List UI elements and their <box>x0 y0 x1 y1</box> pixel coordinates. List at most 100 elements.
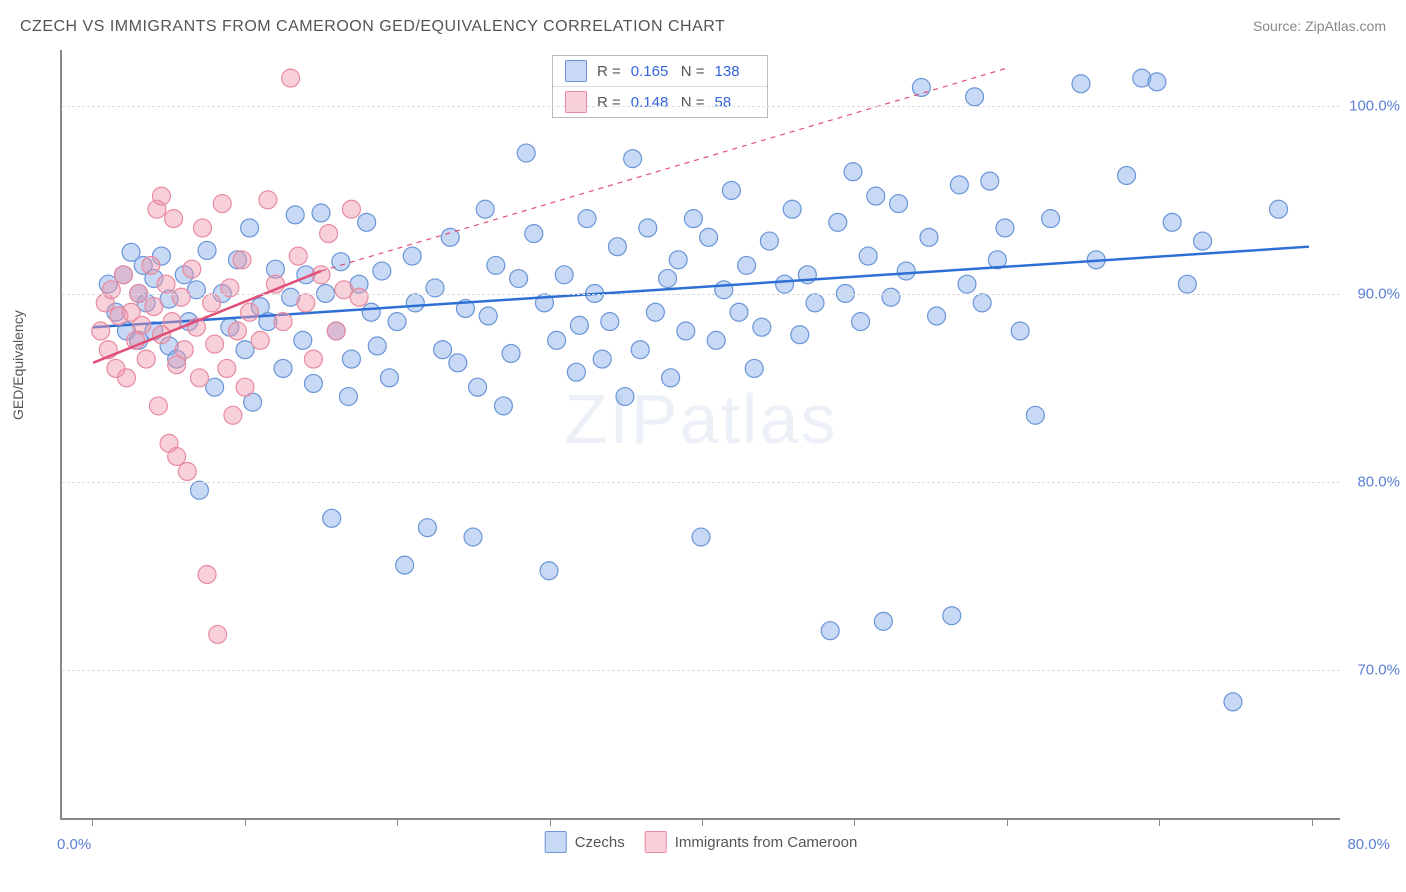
data-point <box>449 354 467 372</box>
data-point <box>1194 232 1212 250</box>
data-point <box>259 191 277 209</box>
data-point <box>882 288 900 306</box>
data-point <box>251 331 269 349</box>
y-tick-label: 90.0% <box>1357 286 1400 303</box>
swatch-czechs <box>565 60 587 82</box>
data-point <box>753 318 771 336</box>
gridline-h <box>62 106 1340 107</box>
data-point <box>608 238 626 256</box>
data-point <box>806 294 824 312</box>
data-point <box>540 562 558 580</box>
data-point <box>175 341 193 359</box>
legend-item-czechs: Czechs <box>545 831 625 853</box>
data-point <box>209 625 227 643</box>
data-point <box>312 204 330 222</box>
data-point <box>669 251 687 269</box>
data-point <box>434 341 452 359</box>
data-point <box>950 176 968 194</box>
data-point <box>183 260 201 278</box>
data-point <box>362 303 380 321</box>
x-tick <box>1007 818 1008 826</box>
data-point <box>294 331 312 349</box>
data-point <box>350 288 368 306</box>
data-point <box>829 213 847 231</box>
data-point <box>1270 200 1288 218</box>
data-point <box>510 270 528 288</box>
data-point <box>912 78 930 96</box>
data-point <box>157 275 175 293</box>
data-point <box>133 316 151 334</box>
data-point <box>165 210 183 228</box>
data-point <box>152 187 170 205</box>
data-point <box>920 228 938 246</box>
source-label: Source: ZipAtlas.com <box>1253 18 1386 34</box>
x-tick <box>397 818 398 826</box>
data-point <box>464 528 482 546</box>
r-label: R = <box>597 63 621 80</box>
data-point <box>517 144 535 162</box>
data-point <box>639 219 657 237</box>
data-point <box>403 247 421 265</box>
r-label: R = <box>597 94 621 111</box>
n-label: N = <box>681 63 705 80</box>
data-point <box>844 163 862 181</box>
data-point <box>289 247 307 265</box>
data-point <box>783 200 801 218</box>
data-point <box>616 388 634 406</box>
data-point <box>469 378 487 396</box>
data-point <box>304 350 322 368</box>
data-point <box>525 225 543 243</box>
data-point <box>213 195 231 213</box>
data-point <box>396 556 414 574</box>
data-point <box>494 397 512 415</box>
data-point <box>168 448 186 466</box>
data-point <box>304 374 322 392</box>
x-tick <box>550 818 551 826</box>
n-value-czechs: 138 <box>715 63 755 80</box>
data-point <box>874 612 892 630</box>
data-point <box>943 607 961 625</box>
data-point <box>567 363 585 381</box>
data-point <box>172 288 190 306</box>
chart-container: CZECH VS IMMIGRANTS FROM CAMEROON GED/EQ… <box>0 0 1406 892</box>
data-point <box>332 253 350 271</box>
data-point <box>730 303 748 321</box>
data-point <box>224 406 242 424</box>
data-point <box>178 462 196 480</box>
data-point <box>327 322 345 340</box>
data-point <box>342 200 360 218</box>
data-point <box>323 509 341 527</box>
x-tick-first: 0.0% <box>57 836 91 853</box>
data-point <box>380 369 398 387</box>
stat-row-cameroon: R = 0.148 N = 58 <box>553 87 767 117</box>
data-point <box>662 369 680 387</box>
data-point <box>684 210 702 228</box>
data-point <box>897 262 915 280</box>
legend-item-cameroon: Immigrants from Cameroon <box>645 831 858 853</box>
data-point <box>218 359 236 377</box>
data-point <box>692 528 710 546</box>
swatch-cameroon <box>565 91 587 113</box>
data-point <box>274 359 292 377</box>
data-point <box>852 313 870 331</box>
y-axis-label: GED/Equivalency <box>10 310 26 420</box>
data-point <box>928 307 946 325</box>
data-point <box>418 519 436 537</box>
data-point <box>282 69 300 87</box>
data-point <box>339 388 357 406</box>
data-point <box>487 256 505 274</box>
plot-svg <box>62 50 1340 818</box>
data-point <box>1042 210 1060 228</box>
data-point <box>502 344 520 362</box>
data-point <box>118 369 136 387</box>
gridline-h <box>62 294 1340 295</box>
data-point <box>286 206 304 224</box>
data-point <box>570 316 588 334</box>
data-point <box>1163 213 1181 231</box>
data-point <box>320 225 338 243</box>
data-point <box>203 294 221 312</box>
chart-title: CZECH VS IMMIGRANTS FROM CAMEROON GED/EQ… <box>20 18 725 36</box>
data-point <box>236 378 254 396</box>
y-tick-label: 100.0% <box>1349 98 1400 115</box>
plot-area: ZIPatlas R = 0.165 N = 138 R = 0.148 N =… <box>60 50 1340 820</box>
